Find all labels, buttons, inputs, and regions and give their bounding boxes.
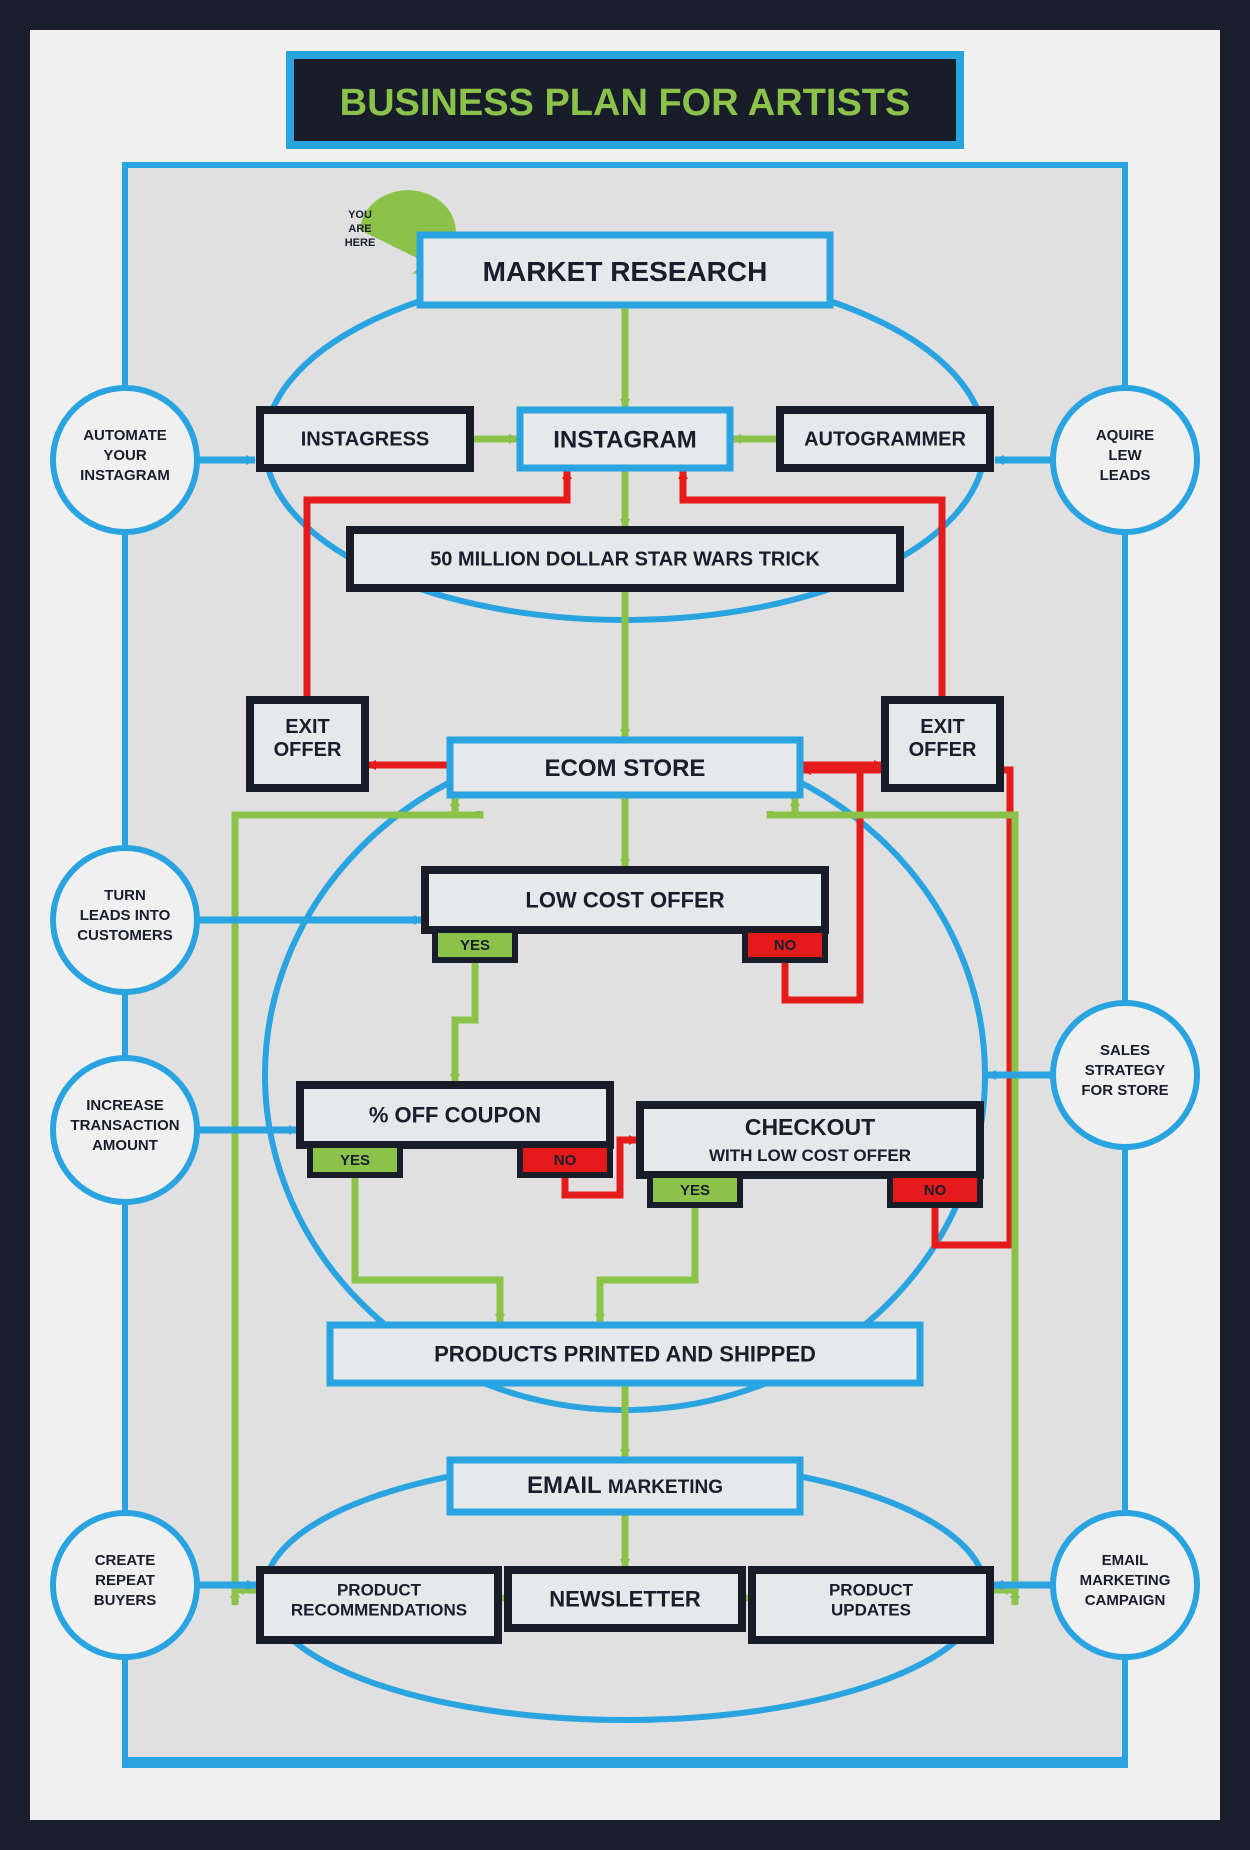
yes-label-lowcost: YES (460, 937, 490, 954)
node-label-newsletter: NEWSLETTER (549, 1587, 701, 1612)
node-label-updates: PRODUCTUPDATES (829, 1581, 914, 1620)
node-autogrammer: AUTOGRAMMER (780, 410, 990, 468)
you-are-here-text: YOUAREHERE (345, 209, 376, 249)
side-circle-sales: SALESSTRATEGYFOR STORE (1053, 1003, 1197, 1147)
node-label-lowcost: LOW COST OFFER (525, 888, 724, 913)
side-circle-turnleads: TURNLEADS INTOCUSTOMERS (53, 848, 197, 992)
side-circle-acquire: AQUIRELEWLEADS (1053, 388, 1197, 532)
yes-label-coupon: YES (340, 1152, 370, 1169)
node-exit_left: EXITOFFER (250, 700, 365, 788)
side-circle-increase: INCREASETRANSACTIONAMOUNT (53, 1058, 197, 1202)
node-market_research: MARKET RESEARCH (420, 235, 830, 305)
node-label-instagram: INSTAGRAM (553, 427, 697, 454)
node-label-trick: 50 MILLION DOLLAR STAR WARS TRICK (430, 548, 820, 570)
node-label-ecom: ECOM STORE (545, 755, 706, 782)
node-label-market_research: MARKET RESEARCH (483, 256, 768, 287)
node-ecom: ECOM STORE (450, 740, 800, 795)
node-shipped: PRODUCTS PRINTED AND SHIPPED (330, 1325, 920, 1383)
no-label-coupon: NO (554, 1152, 577, 1169)
node-recs: PRODUCTRECOMMENDATIONS (260, 1570, 498, 1640)
node-newsletter: NEWSLETTER (508, 1570, 742, 1628)
node-instagress: INSTAGRESS (260, 410, 470, 468)
node-updates: PRODUCTUPDATES (752, 1570, 990, 1640)
node-label-instagress: INSTAGRESS (301, 428, 430, 450)
node-label-autogrammer: AUTOGRAMMER (804, 428, 966, 450)
node-trick: 50 MILLION DOLLAR STAR WARS TRICK (350, 530, 900, 588)
node-sublabel-checkout: WITH LOW COST OFFER (709, 1146, 911, 1165)
node-email: EMAIL MARKETING (450, 1460, 800, 1512)
node-label-shipped: PRODUCTS PRINTED AND SHIPPED (434, 1342, 816, 1367)
no-label-lowcost: NO (774, 937, 797, 954)
side-circle-emailmkt: EMAILMARKETINGCAMPAIGN (1053, 1513, 1197, 1657)
yes-label-checkout: YES (680, 1182, 710, 1199)
node-instagram: INSTAGRAM (520, 410, 730, 468)
title-text: BUSINESS PLAN FOR ARTISTS (340, 82, 911, 124)
node-label-email: EMAIL MARKETING (527, 1472, 723, 1499)
side-circle-repeat: CREATEREPEATBUYERS (53, 1513, 197, 1657)
flowchart-canvas: BUSINESS PLAN FOR ARTISTS YOUAREHERE AUTOM… (0, 0, 1250, 1850)
node-label-coupon: % OFF COUPON (369, 1103, 541, 1128)
node-label-checkout: CHECKOUT (745, 1114, 875, 1140)
side-circle-label-repeat: CREATEREPEATBUYERS (94, 1552, 157, 1609)
node-exit_right: EXITOFFER (885, 700, 1000, 788)
no-label-checkout: NO (924, 1182, 947, 1199)
side-circle-automate: AUTOMATEYOURINSTAGRAM (53, 388, 197, 532)
